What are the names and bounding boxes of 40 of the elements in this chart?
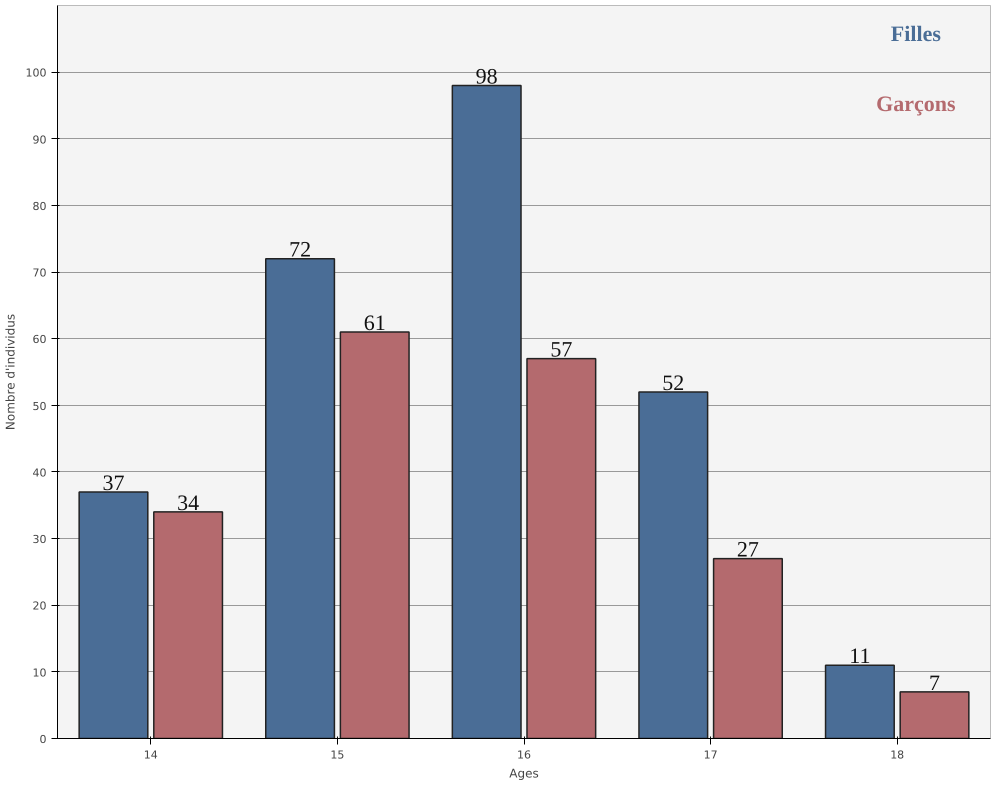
x-tick-label: 16 [517, 748, 531, 762]
x-tick-label: 15 [330, 748, 344, 762]
y-tick-label: 0 [40, 733, 46, 746]
data-label: 7 [929, 670, 940, 695]
data-label: 72 [289, 236, 312, 262]
data-label: 98 [476, 63, 498, 88]
y-tick-label: 10 [32, 666, 47, 680]
y-tick-label: 50 [32, 400, 47, 413]
y-tick-label: 40 [32, 466, 47, 480]
y-tick-label: 30 [32, 533, 47, 546]
y-tick-label: 80 [32, 200, 47, 213]
y-tick-label: 100 [26, 66, 47, 80]
data-label: 27 [736, 536, 759, 562]
data-label: 57 [550, 336, 572, 362]
data-label: 11 [849, 643, 870, 668]
bar [452, 84, 522, 738]
data-label: 61 [364, 310, 386, 336]
bar [340, 331, 410, 738]
bar [78, 491, 149, 738]
text: Filles [890, 20, 942, 46]
data-label: 34 [177, 490, 200, 515]
bar [526, 358, 596, 738]
x-axis-title: Ages [509, 766, 539, 780]
x-tick-label: 14 [144, 748, 158, 762]
y-tick-label: 90 [32, 133, 47, 146]
x-tick-label: 18 [890, 748, 904, 762]
bar [153, 511, 224, 738]
bar [899, 691, 970, 738]
data-label: 37 [102, 470, 124, 495]
bar [638, 391, 708, 738]
y-tick-label: 20 [32, 600, 47, 613]
data-label: 52 [662, 370, 684, 395]
y-tick-label: 60 [32, 333, 47, 346]
bar [824, 664, 895, 738]
x-tick-label: 17 [704, 748, 718, 762]
text: Garçons [876, 90, 956, 116]
bar [264, 258, 336, 738]
bar [712, 558, 784, 738]
y-axis-title: Nombre d'individus [4, 314, 18, 430]
y-tick-label: 70 [32, 266, 47, 280]
